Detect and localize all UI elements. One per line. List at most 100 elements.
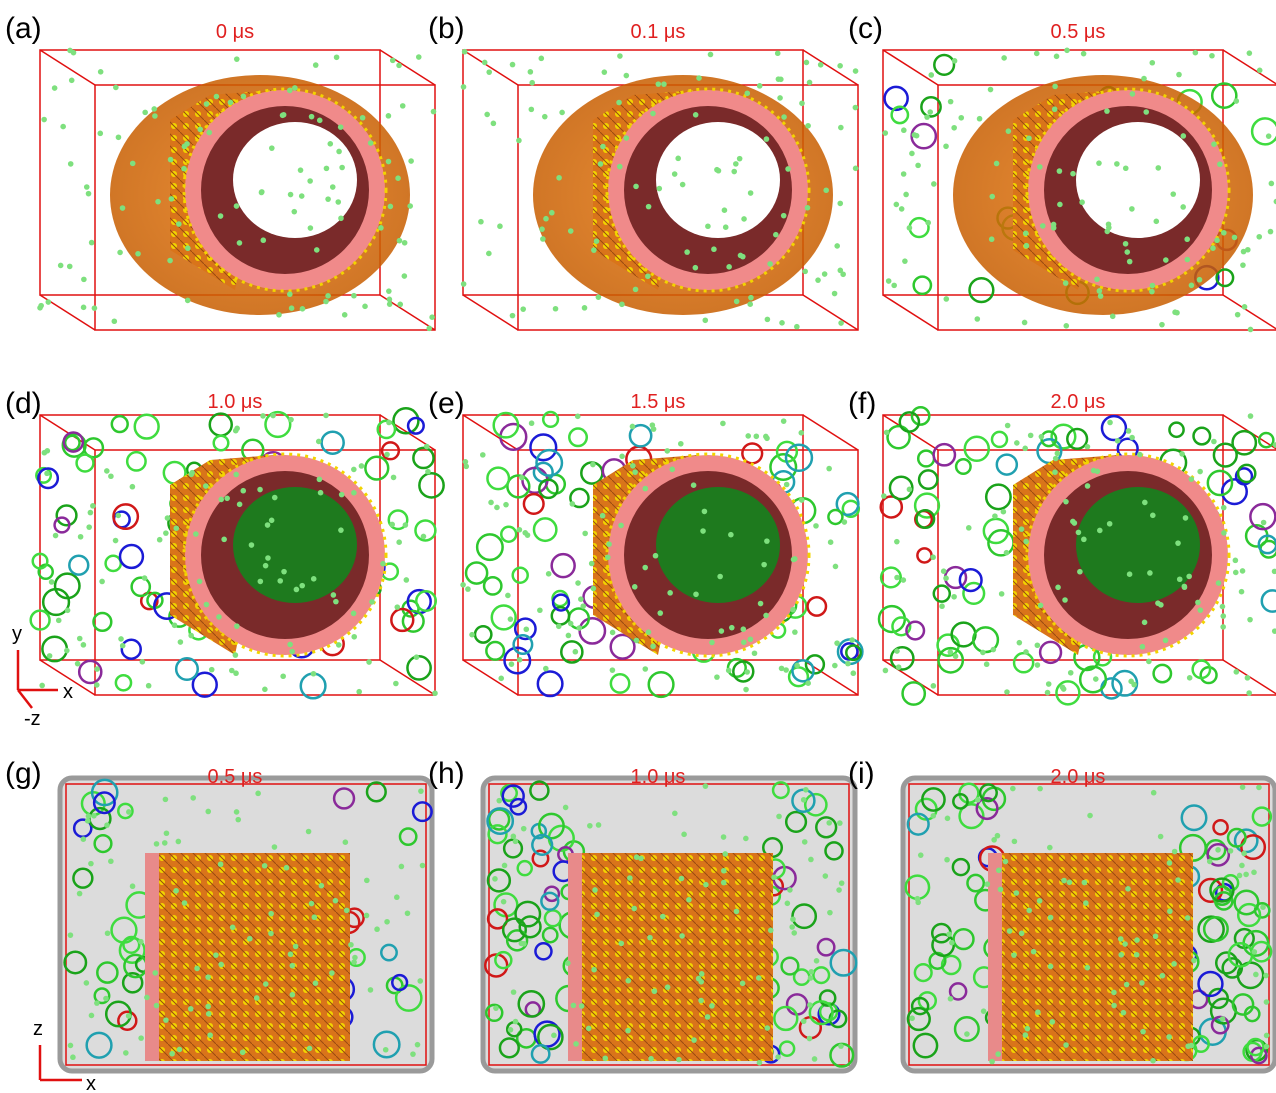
water-bead xyxy=(721,880,727,886)
water-bead xyxy=(1197,469,1203,475)
water-bead xyxy=(1163,257,1169,263)
water-bead xyxy=(757,1060,763,1066)
water-bead xyxy=(314,247,320,253)
water-bead xyxy=(901,171,907,177)
panel-time: 0.1 μs xyxy=(631,21,686,43)
water-bead xyxy=(197,579,203,585)
water-bead xyxy=(218,861,224,867)
water-bead xyxy=(1037,898,1043,904)
water-bead xyxy=(1087,813,1093,819)
solvent-ring xyxy=(501,527,516,542)
water-bead xyxy=(939,603,945,609)
water-bead xyxy=(206,1011,212,1017)
water-bead xyxy=(686,897,692,903)
water-bead xyxy=(899,206,905,212)
water-bead xyxy=(426,326,432,332)
water-bead xyxy=(891,283,897,289)
water-bead xyxy=(1052,84,1058,90)
water-bead xyxy=(1085,483,1091,489)
water-bead xyxy=(165,515,171,521)
water-bead xyxy=(748,295,754,301)
water-bead xyxy=(403,522,409,528)
water-bead xyxy=(188,1006,194,1012)
water-bead xyxy=(1172,309,1178,315)
water-bead xyxy=(306,829,312,835)
water-bead xyxy=(461,281,467,287)
water-bead xyxy=(705,223,711,229)
water-bead xyxy=(289,649,295,655)
water-bead xyxy=(999,591,1005,597)
water-bead xyxy=(632,584,638,590)
solvent-ring xyxy=(93,613,111,631)
water-bead xyxy=(1263,973,1269,979)
water-bead xyxy=(338,527,344,533)
water-bead xyxy=(287,291,293,297)
water-bead xyxy=(1023,649,1029,655)
water-bead xyxy=(272,495,278,501)
water-bead xyxy=(1053,456,1059,462)
water-bead xyxy=(263,981,269,987)
solvent-ring xyxy=(733,661,753,681)
water-bead xyxy=(600,144,606,150)
water-bead xyxy=(386,420,392,426)
water-bead xyxy=(1257,68,1263,74)
water-bead xyxy=(53,533,59,539)
water-bead xyxy=(807,1036,813,1042)
water-bead xyxy=(589,561,595,567)
water-bead xyxy=(894,575,900,581)
panel-time: 1.0 μs xyxy=(208,391,263,413)
water-bead xyxy=(1191,958,1197,964)
water-bead xyxy=(625,1028,631,1034)
water-bead xyxy=(335,199,341,205)
water-bead xyxy=(764,136,770,142)
water-bead xyxy=(1264,1044,1270,1050)
water-bead xyxy=(1142,500,1148,506)
water-bead xyxy=(288,192,294,198)
solvent-ring xyxy=(903,682,925,704)
water-bead xyxy=(617,164,623,170)
water-bead xyxy=(204,602,210,608)
water-bead xyxy=(1221,530,1227,536)
water-bead xyxy=(115,513,121,519)
water-bead xyxy=(1093,676,1099,682)
water-bead xyxy=(781,418,787,424)
water-bead xyxy=(1097,288,1103,294)
water-bead xyxy=(1247,50,1253,56)
water-bead xyxy=(416,54,422,60)
water-bead xyxy=(290,992,296,998)
solvent-ring xyxy=(934,55,954,75)
water-bead xyxy=(748,190,754,196)
water-bead xyxy=(41,117,47,123)
water-bead xyxy=(311,576,317,582)
water-bead xyxy=(77,891,83,897)
water-bead xyxy=(582,531,588,537)
panel-time: 2.0 μs xyxy=(1051,766,1106,788)
water-bead xyxy=(229,668,235,674)
solvent-ring xyxy=(786,445,812,471)
water-bead xyxy=(837,63,843,69)
water-bead xyxy=(894,539,900,545)
water-bead xyxy=(213,952,219,958)
water-bead xyxy=(1237,873,1243,879)
solvent-ring xyxy=(393,408,418,433)
water-bead xyxy=(656,81,662,87)
water-bead xyxy=(1160,973,1166,979)
water-bead xyxy=(722,207,728,213)
water-bead xyxy=(801,1018,807,1024)
water-bead xyxy=(693,112,699,118)
solvent-ring xyxy=(382,442,399,459)
panel-label: (e) xyxy=(428,387,465,420)
solvent-ring xyxy=(513,568,528,583)
water-bead xyxy=(1150,513,1156,519)
water-bead xyxy=(206,130,212,136)
water-bead xyxy=(197,127,203,133)
water-bead xyxy=(1054,54,1060,60)
water-bead xyxy=(313,62,319,68)
water-bead xyxy=(1155,165,1161,171)
water-bead xyxy=(853,68,859,74)
water-bead xyxy=(1272,569,1276,575)
water-bead xyxy=(277,578,283,584)
water-bead xyxy=(1131,682,1137,688)
water-bead xyxy=(717,574,723,580)
water-bead xyxy=(1110,313,1116,319)
